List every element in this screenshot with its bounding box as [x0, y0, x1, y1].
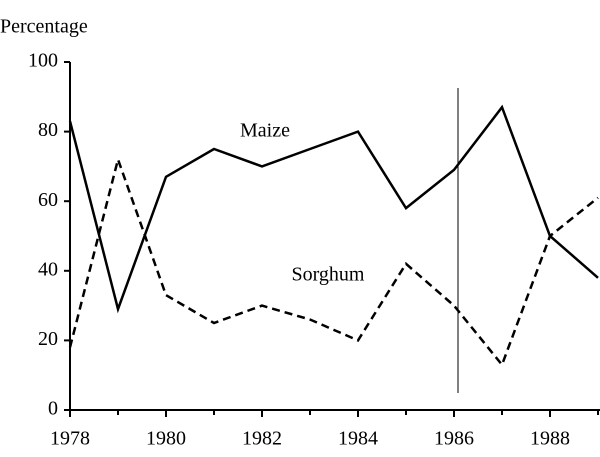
x-tick-label: 1982: [242, 428, 282, 450]
y-tick-label: 100: [28, 50, 58, 72]
x-tick-label: 1980: [146, 428, 186, 450]
x-tick-label: 1984: [338, 428, 378, 450]
x-tick-label: 1988: [530, 428, 570, 450]
y-tick-label: 80: [38, 119, 58, 141]
series-line: [68, 155, 599, 368]
y-tick-label: 40: [38, 258, 58, 280]
series-label: Sorghum: [292, 264, 365, 286]
y-tick-label: 60: [38, 189, 58, 211]
y-tick-label: 20: [38, 328, 58, 350]
series-line: [68, 104, 599, 314]
y-tick-label: 0: [48, 398, 58, 420]
x-tick-label: 1978: [50, 428, 90, 450]
series-label: Maize: [240, 120, 290, 142]
y-axis-label: Percentage: [0, 16, 88, 38]
x-tick-label: 1986: [434, 428, 474, 450]
